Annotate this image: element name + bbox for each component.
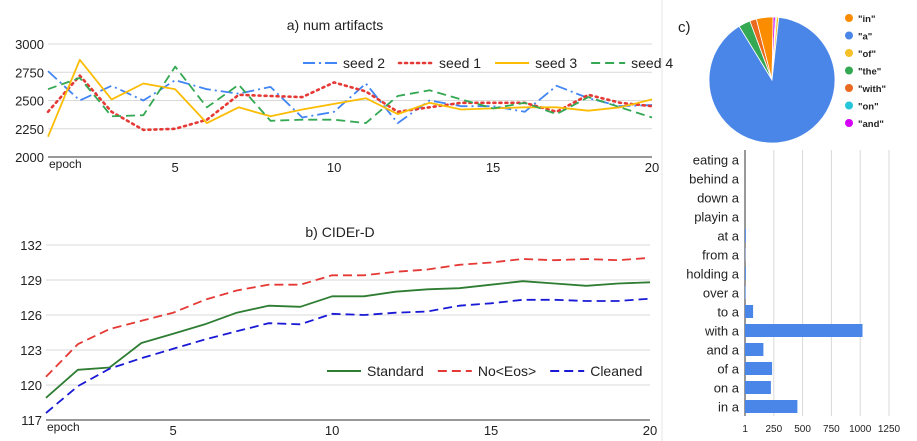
legend-label: "the" (858, 67, 881, 78)
y-tick-label: 126 (20, 308, 42, 323)
legend-label: "on" (858, 102, 879, 113)
legend-label: "of" (858, 49, 876, 60)
y-tick-label: in a (718, 400, 740, 415)
x-tick-label: 250 (765, 424, 782, 435)
legend-label: seed 4 (631, 55, 673, 71)
y-tick-label: 132 (20, 238, 42, 253)
bar (745, 381, 771, 394)
y-tick-label: 2250 (15, 122, 44, 137)
y-tick-label: 3000 (15, 37, 44, 52)
y-tick-label: down a (697, 191, 740, 206)
y-tick-label: holding a (686, 267, 740, 282)
y-tick-label: with a (704, 324, 740, 339)
x-tick-label: 750 (823, 424, 840, 435)
legend-label: No<Eos> (478, 363, 536, 379)
series-line-seed-3 (47, 58, 653, 138)
y-tick-label: to a (717, 305, 739, 320)
legend-dot (845, 119, 853, 127)
x-tick-label: 20 (645, 160, 659, 175)
x-tick-label: 10 (325, 423, 339, 438)
y-tick-label: 120 (20, 378, 42, 393)
bar (745, 324, 863, 337)
chart-title: a) num artifacts (287, 17, 383, 33)
legend-dot (845, 14, 853, 22)
bar (745, 286, 746, 299)
y-tick-label: 129 (20, 273, 42, 288)
series-line-seed-1 (46, 74, 654, 132)
y-tick-label: 2000 (15, 150, 44, 165)
y-tick-label: at a (717, 229, 739, 244)
y-tick-label: behind a (689, 172, 740, 187)
bar (745, 305, 754, 318)
x-tick-label: 15 (486, 160, 500, 175)
chart-title: b) CIDEr-D (305, 224, 374, 240)
y-tick-label: over a (703, 286, 740, 301)
x-tick-label: 1 (742, 424, 748, 435)
bar (745, 362, 773, 375)
legend-dot (845, 84, 853, 92)
legend-label: Standard (367, 363, 424, 379)
legend-dot (845, 31, 853, 40)
series-line-seed-4 (47, 65, 653, 124)
chart-title: c) (678, 19, 691, 36)
series-line-cleaned (45, 297, 651, 414)
y-tick-label: and a (706, 343, 739, 358)
y-tick-label: 2500 (15, 94, 44, 109)
bar (745, 343, 764, 356)
y-tick-label: on a (714, 381, 740, 396)
pie-slice-a (708, 16, 836, 144)
legend-label: "with" (858, 84, 886, 95)
x-tick-label: 1000 (849, 424, 872, 435)
x-tick-label: 5 (172, 160, 179, 175)
y-tick-label: 2750 (15, 65, 44, 80)
legend-label: seed 2 (343, 55, 385, 71)
legend-dot (845, 101, 853, 110)
x-axis-label: epoch (49, 157, 82, 171)
line-chart-0: 2000 2250 2500 2750 3000 5 10 15 20 epoch a) num a… (15, 17, 673, 175)
bar (745, 400, 798, 413)
pie-chart: c) "in" "a" "of" "the" "with" "on" "and" (678, 14, 886, 144)
legend-label: seed 1 (439, 55, 481, 71)
legend-label: seed 3 (535, 55, 577, 71)
line-chart-1: 117 120 123 126 129 132 5 10 15 20 epoch b) CIDEr-D… (20, 224, 657, 438)
x-tick-label: 10 (327, 160, 341, 175)
y-tick-label: from a (702, 248, 740, 263)
y-tick-label: playin a (694, 210, 740, 225)
y-tick-label: 123 (20, 343, 42, 358)
x-tick-label: 20 (643, 423, 657, 438)
bar (745, 267, 746, 280)
x-axis-label: epoch (47, 420, 80, 434)
series-line-seed-2 (47, 70, 653, 124)
y-tick-label: 117 (21, 413, 42, 428)
legend-label: Cleaned (590, 363, 642, 379)
legend-label: "and" (858, 119, 884, 130)
x-tick-label: 1250 (878, 424, 901, 435)
x-tick-label: 15 (484, 423, 498, 438)
series-line-no-eos- (45, 256, 651, 378)
y-tick-label: eating a (693, 153, 740, 168)
series-line-standard (45, 280, 651, 399)
y-tick-label: of a (717, 362, 739, 377)
x-tick-label: 500 (794, 424, 811, 435)
legend-dot (845, 66, 853, 75)
bar (745, 229, 746, 242)
legend-label: "in" (858, 14, 875, 25)
x-tick-label: 5 (170, 423, 177, 438)
legend-dot (845, 49, 853, 57)
legend-label: "a" (858, 32, 872, 43)
